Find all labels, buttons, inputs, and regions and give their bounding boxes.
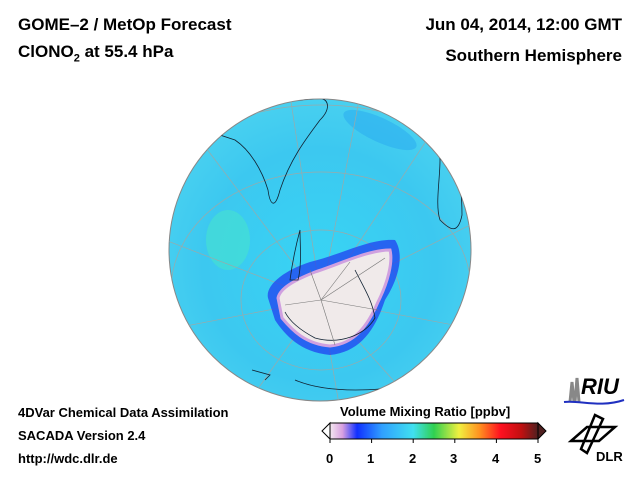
colorbar-over-arrow [537, 421, 547, 441]
species-label: ClONO2 at 55.4 hPa [18, 42, 173, 64]
region: Southern Hemisphere [445, 46, 622, 65]
title: GOME–2 / MetOp Forecast [18, 15, 232, 34]
polar-low-region [276, 248, 393, 348]
colorbar-tick-4: 4 [492, 451, 500, 466]
dlr-logo: DLR [565, 413, 630, 468]
colorbar-gradient [329, 422, 539, 440]
dlr-cross-icon [567, 413, 619, 455]
colorbar [321, 421, 547, 443]
species-subscript: 2 [73, 52, 80, 65]
colorbar-tick-3: 3 [450, 451, 458, 466]
colorbar-title: Volume Mixing Ratio [ppbv] [340, 404, 511, 419]
colorbar-tick-1: 1 [367, 451, 375, 466]
colorbar-tick-0: 0 [326, 451, 334, 466]
pressure-level: at 55.4 hPa [79, 42, 174, 61]
datetime: Jun 04, 2014, 12:00 GMT [425, 15, 622, 34]
riu-logo-text: RIU [581, 374, 619, 399]
colorbar-under-arrow [321, 421, 331, 441]
colorbar-tick-2: 2 [409, 451, 417, 466]
dlr-logo-text: DLR [596, 449, 623, 464]
footer-line-2: SACADA Version 2.4 [18, 428, 146, 443]
species-name: ClONO [18, 42, 74, 61]
colorbar-tick-5: 5 [534, 451, 542, 466]
riu-logo: RIU [560, 372, 630, 406]
footer-link[interactable]: http://wdc.dlr.de [18, 451, 118, 466]
footer-line-1: 4DVar Chemical Data Assimilation [18, 405, 229, 420]
